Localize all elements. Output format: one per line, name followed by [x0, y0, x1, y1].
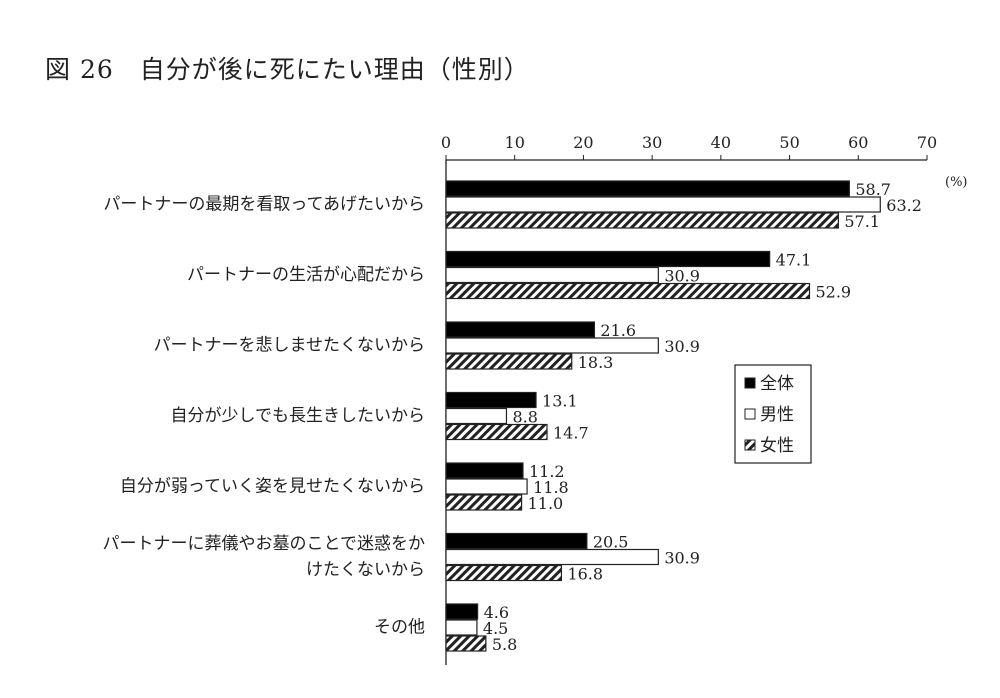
- data-label: 5.8: [492, 635, 517, 654]
- bar-女性: [445, 282, 811, 300]
- bar-男性: [445, 337, 659, 354]
- category-label: 自分が少しでも長生きしたいから: [171, 406, 426, 426]
- x-tick-label: 40: [711, 133, 731, 152]
- data-label: 20.5: [593, 533, 629, 552]
- bar-全体: [445, 462, 524, 479]
- data-label: 4.5: [483, 619, 508, 638]
- data-label: 8.8: [512, 408, 537, 427]
- data-label: 11.8: [533, 478, 569, 497]
- bar-男性: [445, 266, 659, 284]
- bar-全体: [445, 321, 596, 338]
- bar-男性: [445, 548, 659, 566]
- x-tick-label: 50: [779, 133, 799, 152]
- bar-全体: [445, 250, 771, 268]
- x-tick-label: 60: [848, 133, 868, 152]
- data-label: 18.3: [578, 353, 614, 372]
- bar-女性: [445, 423, 548, 441]
- data-label: 30.9: [664, 267, 700, 286]
- bar-女性: [445, 353, 573, 370]
- bar-全体: [445, 532, 588, 550]
- bar-全体: [445, 180, 850, 197]
- bar-女性: [445, 494, 523, 511]
- bar-男性: [445, 478, 528, 495]
- bar-女性: [445, 635, 487, 652]
- bar-女性: [445, 212, 839, 229]
- bar-男性: [445, 619, 478, 636]
- category-label: パートナーの最期を看取ってあげたいから: [103, 195, 425, 215]
- category-label: けたくないから: [306, 560, 425, 580]
- bar-男性: [445, 407, 508, 425]
- data-label: 30.9: [664, 337, 700, 356]
- category-label: パートナーの生活が心配だから: [187, 265, 425, 285]
- data-label: 52.9: [815, 283, 851, 302]
- bar-全体: [445, 391, 537, 409]
- bar-女性: [445, 564, 563, 582]
- data-label: 13.1: [542, 392, 578, 411]
- data-label: 14.7: [553, 424, 589, 443]
- data-label: 63.2: [886, 196, 922, 215]
- data-label: 58.7: [855, 180, 891, 199]
- bar-全体: [445, 603, 479, 620]
- data-label: 47.1: [776, 251, 812, 270]
- data-label: 57.1: [844, 212, 880, 231]
- data-label: 21.6: [600, 321, 636, 340]
- category-label: パートナーに葬儀やお墓のことで迷惑をか: [103, 534, 426, 554]
- legend-swatch: [744, 408, 756, 420]
- category-label: その他: [374, 618, 425, 638]
- legend-label: 全体: [760, 374, 794, 394]
- legend-swatch: [744, 439, 756, 451]
- x-tick-label: 70: [917, 133, 937, 152]
- data-label: 11.0: [528, 494, 564, 513]
- legend-label: 男性: [760, 405, 794, 425]
- x-tick-label: 30: [642, 133, 662, 152]
- x-tick-label: 10: [505, 133, 525, 152]
- data-label: 30.9: [664, 549, 700, 568]
- legend-label: 女性: [760, 436, 794, 456]
- category-label: 自分が弱っていく姿を見せたくないから: [120, 477, 425, 497]
- data-label: 11.2: [529, 462, 565, 481]
- chart-title: 図 26 自分が後に死にたい理由（性別）: [45, 55, 530, 84]
- category-label: パートナーを悲しませたくないから: [154, 336, 426, 356]
- x-tick-label: 20: [573, 133, 593, 152]
- bar-男性: [445, 196, 881, 213]
- data-label: 16.8: [567, 565, 603, 584]
- x-tick-label: 0: [441, 133, 451, 152]
- legend-swatch: [744, 377, 756, 389]
- data-label: 4.6: [484, 603, 509, 622]
- unit-label: (%): [945, 175, 968, 190]
